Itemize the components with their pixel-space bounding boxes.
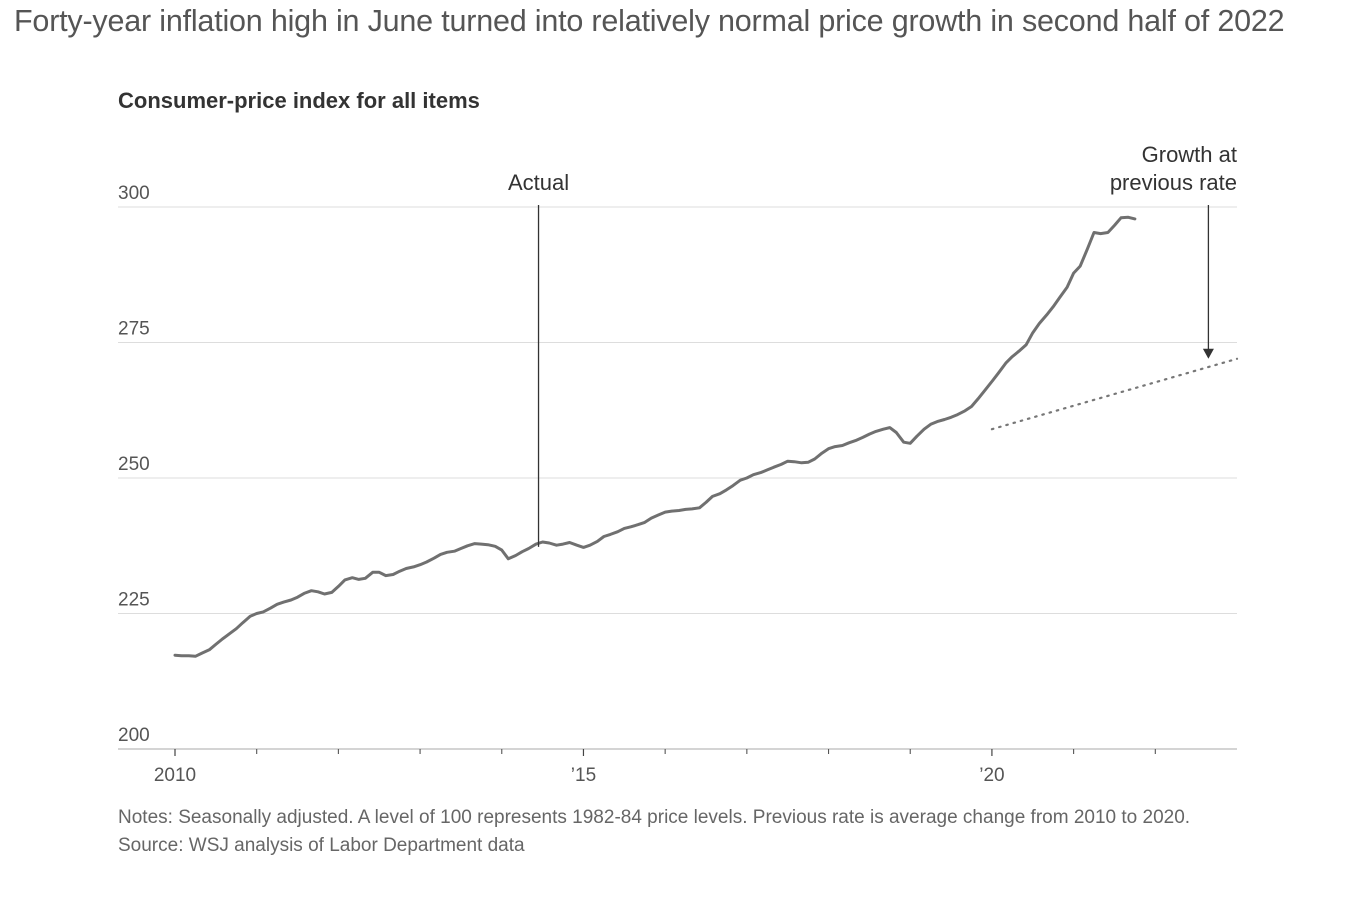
x-tick-label: ’20 — [979, 765, 1004, 786]
arrow-down-icon — [1202, 348, 1214, 359]
series-line-actual — [173, 215, 1137, 658]
chart-notes: Notes: Seasonally adjusted. A level of 1… — [118, 807, 1191, 828]
y-tick-label: 250 — [118, 454, 150, 475]
x-tick-label: 2010 — [154, 765, 196, 786]
series-group — [173, 215, 1239, 658]
actual-annotation-label: Actual — [508, 170, 569, 195]
x-tick-label: ’15 — [571, 765, 596, 786]
y-tick-label: 300 — [118, 183, 150, 204]
gridlines — [118, 206, 1237, 614]
chart-title: Consumer-price index for all items — [118, 88, 480, 113]
annotations: Actual Growth at previous rate — [508, 142, 1237, 547]
chart-footer: Notes: Seasonally adjusted. A level of 1… — [118, 804, 1218, 860]
x-axis: 2010 ’15 ’20 — [118, 748, 1237, 786]
y-tick-label: 200 — [118, 725, 150, 746]
previous-rate-annotation-label-line1: Growth at — [1142, 142, 1237, 167]
chart-headline: Forty-year inflation high in June turned… — [14, 4, 1285, 38]
y-tick-label: 225 — [118, 590, 150, 611]
previous-rate-annotation-label-line2: previous rate — [1110, 170, 1237, 195]
y-tick-label: 275 — [118, 319, 150, 340]
y-axis-labels: 200 225 250 275 300 — [118, 183, 150, 746]
series-line-previous-rate — [990, 357, 1239, 431]
chart-source: Source: WSJ analysis of Labor Department… — [118, 835, 525, 856]
